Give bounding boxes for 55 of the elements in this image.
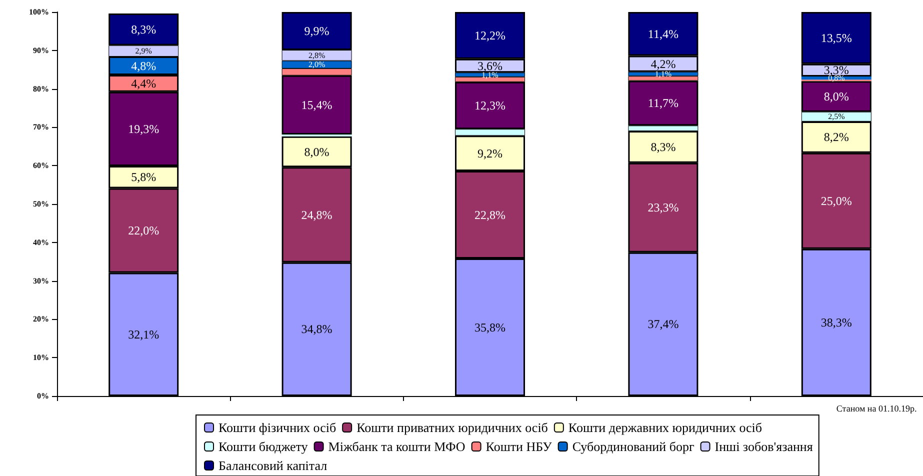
legend-label: Балансовий капітал <box>218 458 328 473</box>
data-label: 12,2% <box>474 28 506 42</box>
data-label: 24,8% <box>301 208 332 222</box>
y-tick-label: 40% <box>33 238 49 247</box>
data-label: 4,2% <box>650 56 676 71</box>
x-tick-label: Станом на 01.10.19р. <box>836 404 917 414</box>
legend-label: Інші зобов'язання <box>714 439 813 454</box>
data-label: 22,8% <box>474 208 506 222</box>
data-label: 11,7% <box>648 96 678 110</box>
data-label: 22,0% <box>128 223 160 238</box>
y-tick-label: 50% <box>33 200 49 208</box>
y-tick-label: 100% <box>29 8 49 16</box>
legend-label: Кошти державних юридичних осіб <box>568 420 762 435</box>
data-label: 8,2% <box>824 130 849 144</box>
data-label: 4,8% <box>131 58 156 73</box>
y-tick-label: 60% <box>33 161 49 170</box>
data-label: 5,8% <box>131 170 156 184</box>
data-label: 2,5% <box>828 112 846 122</box>
legend-label: Кошти приватних юридичних осіб <box>356 420 548 435</box>
data-label: 13,5% <box>820 30 852 45</box>
data-label: 8,3% <box>650 140 676 154</box>
data-label: 34,8% <box>301 322 332 336</box>
legend-label: Кошти фізичних осіб <box>218 420 336 435</box>
data-label: 12,3% <box>474 98 506 113</box>
data-label: 2,8% <box>308 50 326 60</box>
data-label: 9,2% <box>478 146 502 160</box>
data-label: 37,4% <box>648 317 679 332</box>
data-label: 23,3% <box>648 200 679 215</box>
y-tick-label: 90% <box>33 46 49 55</box>
y-tick-label: 20% <box>33 314 49 324</box>
data-label: 2,0% <box>308 60 326 70</box>
legend-label: Кошти НБУ <box>486 439 553 454</box>
y-tick-label: 10% <box>33 353 49 362</box>
data-label: 3,3% <box>824 63 849 78</box>
data-label: 38,3% <box>820 315 852 330</box>
data-label: 8,0% <box>824 89 849 104</box>
y-tick-label: 80% <box>33 84 49 94</box>
data-label: 11,4% <box>648 26 678 41</box>
data-label: 3,6% <box>478 58 502 73</box>
data-label: 8,0% <box>304 144 330 159</box>
data-label: 4,4% <box>131 76 156 90</box>
data-label: 8,3% <box>131 22 156 36</box>
data-label: 35,8% <box>474 320 506 334</box>
data-label: 25,0% <box>820 194 852 208</box>
data-label: 19,3% <box>128 122 160 136</box>
legend-label: Кошти бюджету <box>218 439 308 454</box>
y-tick-label: 0% <box>37 392 49 400</box>
data-label: 15,4% <box>301 98 332 112</box>
y-tick-label: 30% <box>33 276 49 286</box>
y-tick-label: 70% <box>33 122 49 132</box>
data-label: 9,9% <box>304 24 330 38</box>
legend-label: Субординований борг <box>572 439 694 454</box>
legend-label: Міжбанк та кошти МФО <box>328 439 466 454</box>
data-label: 2,9% <box>135 46 152 56</box>
data-label: 32,1% <box>128 327 160 342</box>
